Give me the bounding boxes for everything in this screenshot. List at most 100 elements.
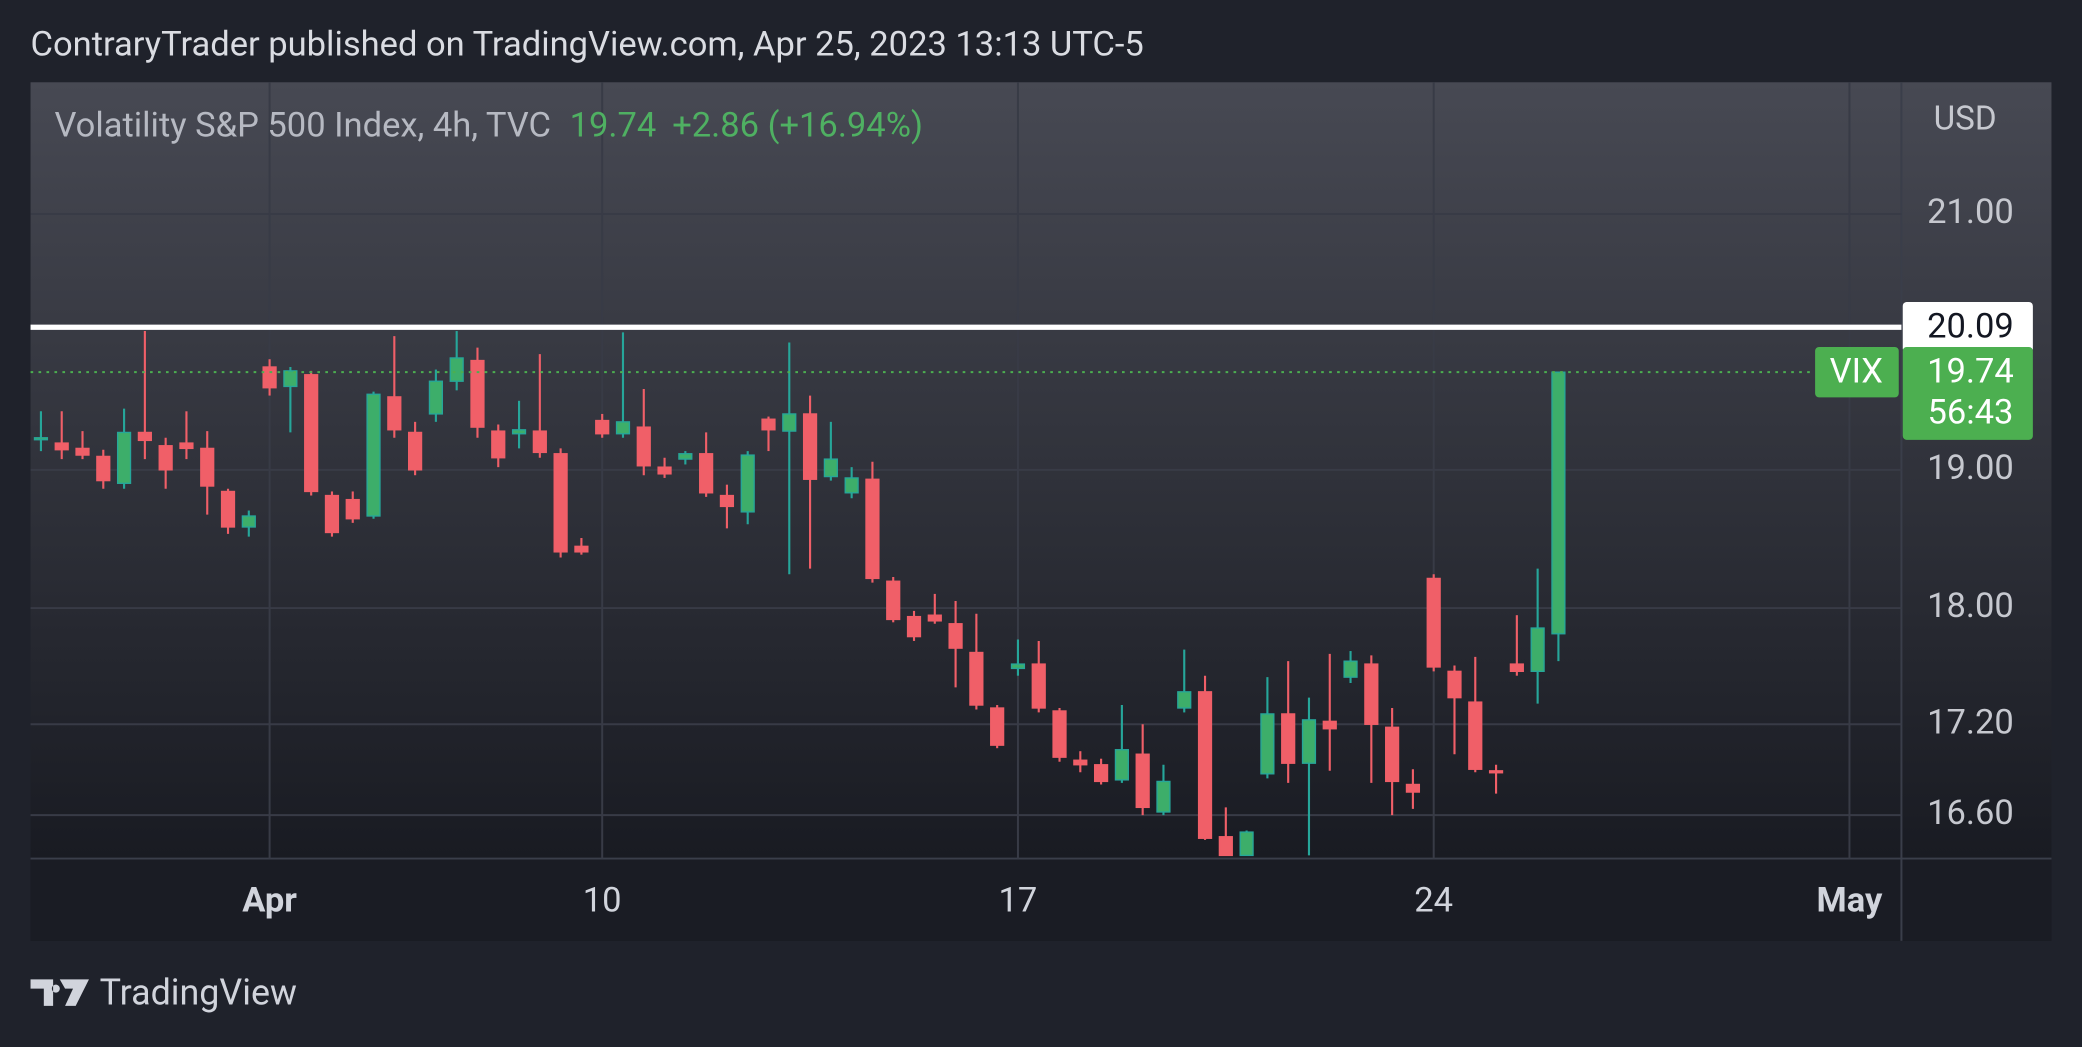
candle-body: [1426, 577, 1441, 668]
y-tick-label: 17.20: [1927, 702, 2014, 742]
candle-body: [802, 413, 818, 480]
candle-body: [470, 359, 485, 428]
candle-body: [33, 437, 49, 441]
candle-body: [1114, 749, 1129, 781]
x-tick-label: May: [1817, 880, 1883, 920]
candle-body: [1447, 670, 1462, 699]
legend-price: 19.74: [570, 106, 657, 146]
grid: [30, 82, 1902, 859]
countdown-label: 56:43: [1927, 393, 2013, 433]
candle-body: [1052, 710, 1067, 758]
candle-body: [927, 614, 942, 622]
candle-body: [595, 419, 610, 435]
candle-body: [948, 623, 963, 649]
symbol-tag: [1815, 346, 1899, 398]
hline-tag: [1902, 302, 2033, 353]
candle-body: [366, 393, 381, 517]
candle-body: [615, 421, 631, 435]
candle-body: [283, 370, 298, 388]
candle-body: [1530, 627, 1545, 673]
candle-body: [428, 380, 444, 415]
candle-body: [1010, 663, 1026, 670]
candle-body: [1177, 691, 1192, 709]
candle-body: [1385, 726, 1400, 783]
candle-body: [657, 466, 672, 475]
logo: TradingView: [30, 972, 297, 1014]
candle-body: [1322, 720, 1337, 730]
legend-change: +2.86 (+16.94%): [672, 106, 923, 146]
candle-body: [75, 447, 90, 456]
price-tag-label: 19.74: [1927, 352, 2014, 392]
y-tick-label: 19.00: [1927, 448, 2014, 488]
candle-body: [1509, 663, 1524, 673]
time-axis: [30, 858, 2052, 941]
candle-body: [408, 431, 423, 471]
y-tick-label: 21.00: [1927, 192, 2014, 232]
x-tick-label: Apr: [242, 880, 297, 920]
candle-body: [1281, 713, 1296, 764]
candle-body: [678, 453, 693, 460]
candle-body: [324, 494, 340, 534]
candle-body: [532, 430, 547, 454]
title-text: Volatility S&P 500 Index, 4h, TVC: [54, 106, 551, 146]
candle-body: [200, 447, 215, 487]
y-tick-label: 18.00: [1927, 586, 2014, 626]
brand: TradingView: [100, 972, 297, 1014]
candle-body: [1405, 783, 1421, 793]
candle-body: [1218, 836, 1233, 857]
chart-title: Volatility S&P 500 Index, 4h, TVC 19.74 +2…: [54, 106, 923, 146]
candle-body: [1239, 831, 1254, 857]
candle-body: [158, 445, 173, 471]
candle-body: [636, 426, 651, 467]
candle-body: [262, 366, 277, 389]
candle-body: [782, 413, 797, 432]
publish-header: ContraryTrader published on TradingView.…: [31, 25, 1144, 65]
candle-body: [553, 453, 568, 553]
x-tick-label: 24: [1414, 880, 1453, 920]
candle-body: [1260, 713, 1275, 775]
candle-body: [1488, 770, 1504, 774]
candle-body: [574, 545, 589, 553]
candle-body: [1031, 663, 1046, 709]
candle-body: [906, 615, 922, 638]
candle-body: [699, 453, 714, 494]
x-tick-label: 17: [999, 880, 1038, 920]
candle-body: [1135, 753, 1150, 809]
candle-body: [719, 494, 735, 508]
candle-body: [241, 515, 256, 528]
candle-body: [761, 418, 776, 431]
candle-body: [990, 707, 1005, 746]
candle-body: [387, 396, 402, 431]
candle-body: [137, 431, 152, 442]
candle-body: [491, 430, 506, 459]
candle-body: [304, 374, 319, 493]
candle-body: [1156, 780, 1171, 813]
candle-body: [1301, 719, 1317, 764]
price-tag: [1902, 346, 2033, 440]
candle-body: [116, 431, 132, 484]
candle-body: [54, 442, 69, 451]
x-tick-label: 10: [583, 880, 622, 920]
candle-body: [1093, 764, 1109, 783]
candle-body: [220, 490, 236, 528]
candle-body: [1073, 759, 1088, 766]
symbol-label: VIX: [1830, 352, 1883, 392]
candle-body: [179, 442, 194, 450]
candle-body: [345, 498, 360, 520]
candle-body: [1364, 663, 1379, 725]
candle-body: [96, 455, 111, 482]
candle-body: [449, 357, 464, 382]
candle-body: [844, 477, 859, 494]
plot-area: [33, 331, 1566, 857]
candle-body: [1468, 701, 1483, 770]
candle-body: [1551, 371, 1566, 635]
hline-label: 20.09: [1927, 307, 2014, 347]
candle-body: [1197, 691, 1213, 839]
currency-label: USD: [1934, 100, 1997, 139]
candle-body: [823, 458, 838, 478]
candle-body: [740, 454, 755, 513]
candle-body: [886, 580, 901, 621]
y-tick-label: 16.60: [1927, 793, 2014, 833]
